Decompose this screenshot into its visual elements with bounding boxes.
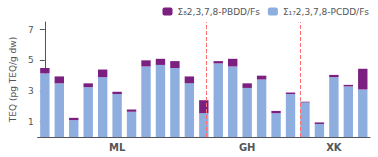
- svg-text:3: 3: [28, 86, 34, 96]
- svg-text:XK: XK: [326, 142, 343, 153]
- svg-text:ML: ML: [109, 142, 126, 153]
- svg-text:GH: GH: [239, 142, 256, 153]
- svg-text:7: 7: [28, 25, 34, 35]
- svg-text:1: 1: [28, 117, 34, 127]
- svg-text:5: 5: [28, 55, 34, 65]
- svg-text:Σ₁₇2,3,7,8-PCDD/Fs: Σ₁₇2,3,7,8-PCDD/Fs: [283, 7, 369, 17]
- svg-text:Σ₈2,3,7,8-PBDD/Fs: Σ₈2,3,7,8-PBDD/Fs: [178, 7, 261, 17]
- svg-text:TEQ (pg TEQ/g dw): TEQ (pg TEQ/g dw): [8, 37, 18, 123]
